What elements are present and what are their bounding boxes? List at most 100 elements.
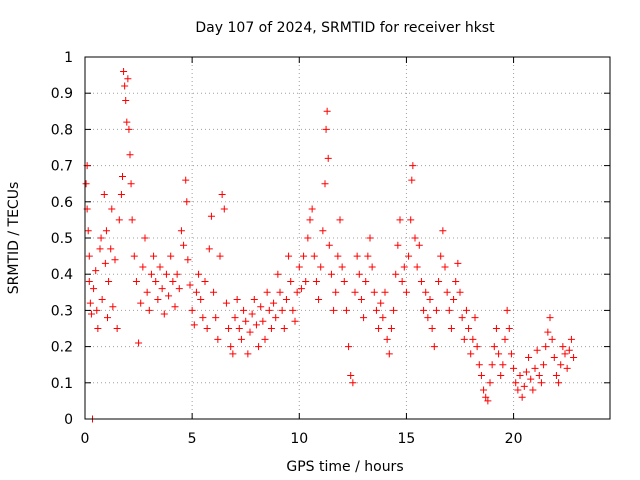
y-tick-label: 0.4	[51, 267, 73, 283]
data-point	[441, 263, 449, 271]
data-point	[119, 172, 126, 180]
x-tick-label: 0	[81, 431, 90, 447]
data-point	[422, 288, 430, 296]
data-point	[499, 361, 507, 369]
data-point	[93, 306, 101, 314]
data-point	[139, 263, 147, 271]
data-point	[407, 216, 415, 224]
data-point	[167, 252, 175, 260]
data-point	[141, 234, 149, 242]
data-point	[323, 107, 331, 115]
data-point	[291, 317, 299, 325]
data-point	[445, 306, 453, 314]
data-point	[297, 285, 305, 293]
data-point	[454, 259, 462, 267]
data-point	[310, 252, 318, 260]
data-point	[424, 314, 432, 322]
data-point	[570, 353, 578, 361]
data-point	[405, 252, 413, 260]
data-point	[94, 325, 102, 332]
data-point	[242, 317, 250, 325]
data-point	[505, 325, 513, 332]
data-point	[488, 361, 496, 369]
data-point	[394, 241, 402, 249]
data-point	[372, 306, 380, 314]
data-point	[102, 227, 110, 235]
data-point	[426, 296, 434, 304]
data-point	[368, 263, 376, 271]
data-point	[227, 343, 235, 351]
data-point	[552, 372, 560, 380]
data-point	[257, 303, 265, 311]
data-point	[259, 317, 267, 325]
data-point	[121, 82, 129, 90]
data-point	[135, 339, 143, 347]
data-point	[497, 372, 505, 380]
data-point	[304, 234, 312, 242]
data-point	[218, 191, 226, 199]
data-point	[265, 306, 273, 314]
data-point	[308, 205, 316, 213]
data-point	[417, 277, 425, 285]
data-point	[276, 288, 284, 296]
data-point	[327, 270, 335, 278]
data-point	[132, 277, 140, 285]
data-point	[520, 382, 528, 390]
data-point	[188, 306, 196, 314]
data-point	[192, 288, 200, 296]
grid	[85, 57, 610, 419]
data-point	[160, 310, 168, 318]
data-point	[355, 270, 363, 278]
data-point	[152, 277, 160, 285]
data-point	[347, 372, 355, 380]
data-point	[127, 180, 135, 188]
x-axis-label: GPS time / hours	[286, 459, 403, 475]
data-point	[484, 397, 492, 405]
data-point	[408, 176, 416, 184]
data-point	[101, 259, 109, 267]
data-point	[212, 314, 220, 322]
data-point	[108, 205, 116, 213]
data-point	[473, 343, 481, 351]
data-point	[203, 325, 211, 332]
data-point	[182, 176, 190, 184]
data-point	[274, 270, 282, 278]
data-point	[229, 350, 237, 358]
data-point	[462, 306, 470, 314]
y-tick-label: 0.6	[51, 195, 73, 211]
data-point	[375, 325, 383, 332]
data-point	[111, 256, 119, 264]
data-point	[360, 314, 368, 322]
data-point	[332, 288, 340, 296]
data-point	[561, 350, 569, 358]
data-point	[126, 151, 134, 159]
data-point	[516, 372, 524, 380]
data-point	[177, 227, 185, 235]
data-point	[145, 306, 153, 314]
data-point	[522, 368, 530, 376]
data-point	[514, 386, 522, 394]
data-point	[197, 296, 205, 304]
data-point	[390, 306, 398, 314]
data-point	[85, 277, 93, 285]
data-point	[169, 277, 177, 285]
data-point	[555, 379, 563, 387]
data-point	[544, 328, 552, 336]
data-point	[165, 292, 173, 300]
data-point	[306, 216, 314, 224]
data-point	[510, 364, 518, 372]
data-point	[456, 288, 464, 296]
data-point	[396, 216, 404, 224]
data-point	[435, 277, 443, 285]
data-point	[235, 325, 243, 332]
data-point	[246, 328, 254, 336]
data-point	[482, 393, 490, 401]
data-point	[113, 325, 121, 332]
data-point	[338, 263, 346, 271]
data-point	[98, 296, 106, 304]
data-point	[398, 277, 406, 285]
data-point	[465, 325, 473, 332]
data-point	[477, 372, 485, 380]
data-point	[413, 263, 421, 271]
